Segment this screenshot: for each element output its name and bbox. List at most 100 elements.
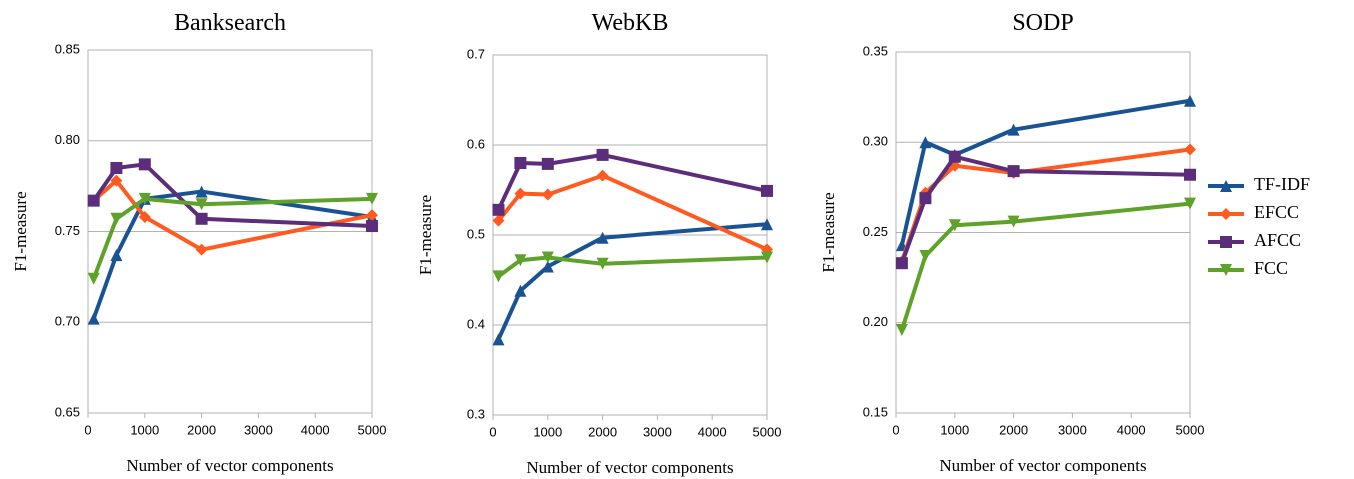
marker [514,284,527,297]
marker [1007,165,1020,178]
legend-label: EFCC [1254,202,1299,222]
series-line [496,222,768,341]
y-tick-label: 0.35 [863,43,888,58]
chart-title: Banksearch [174,10,286,36]
marker [919,192,932,205]
marker [919,136,932,149]
y-tick-label: 0.5 [467,226,485,241]
marker [195,198,208,211]
x-tick-label: 4000 [301,422,330,437]
y-tick-label: 0.65 [55,404,80,419]
marker [366,209,378,222]
marker [761,184,773,197]
y-tick-label: 0.75 [55,223,80,238]
marker [541,251,554,264]
marker [919,249,932,262]
x-axis-label: Number of vector components [526,458,733,477]
marker [948,219,961,232]
x-tick-label: 0 [489,424,496,439]
marker [195,185,208,198]
x-tick-label: 0 [892,422,899,437]
x-tick-label: 3000 [1058,422,1087,437]
x-tick-label: 3000 [244,422,273,437]
x-tick-label: 4000 [698,424,727,439]
marker [87,272,100,285]
marker [492,333,505,346]
marker [761,218,773,231]
plot-frame [895,51,1191,414]
series-line [496,152,768,211]
x-tick-label: 5000 [753,424,782,439]
y-tick-label: 0.70 [55,314,80,329]
marker [1184,94,1196,107]
marker [514,157,527,169]
marker [492,203,505,216]
marker [195,212,208,225]
series-line [899,201,1191,331]
x-tick-label: 2000 [187,422,216,437]
marker [895,323,908,336]
x-tick-label: 5000 [1176,422,1205,437]
chart-title: WebKB [592,10,669,36]
marker [1007,123,1020,136]
series-line [899,147,1191,263]
y-tick-label: 0.7 [467,46,485,61]
marker [110,249,123,262]
marker [514,187,527,200]
marker [948,150,961,163]
marker [596,169,609,182]
y-tick-label: 0.30 [863,134,888,149]
marker [492,270,505,283]
marker [1184,143,1196,156]
marker [596,148,609,161]
marker [541,157,554,170]
x-tick-label: 0 [84,422,91,437]
legend-label: TF-IDF [1254,174,1310,194]
y-tick-label: 0.25 [863,224,888,239]
x-tick-label: 1000 [130,422,159,437]
marker [514,254,527,267]
legend-label: FCC [1254,258,1288,278]
marker [1007,215,1020,228]
x-tick-label: 5000 [358,422,387,437]
marker [761,251,773,264]
marker [87,194,100,207]
marker [1220,236,1232,248]
y-axis-label: F1-measure [819,192,838,272]
y-tick-label: 0.15 [863,404,888,419]
marker [1220,180,1232,192]
x-tick-label: 1000 [533,424,562,439]
x-tick-label: 3000 [643,424,672,439]
x-axis-label: Number of vector components [939,456,1146,475]
x-tick-label: 2000 [999,422,1028,437]
marker [195,243,208,256]
marker [138,210,151,223]
plot-frame [492,54,768,416]
marker [596,231,609,244]
y-tick-label: 0.85 [55,41,80,56]
marker [596,257,609,270]
legend-label: AFCC [1254,230,1301,250]
series-line [91,189,373,320]
marker [366,220,378,233]
marker [110,174,123,187]
y-tick-label: 0.20 [863,314,888,329]
marker [1220,208,1232,220]
y-tick-label: 0.4 [467,316,485,331]
y-tick-label: 0.6 [467,136,485,151]
marker [366,192,378,205]
x-tick-label: 2000 [588,424,617,439]
y-tick-label: 0.3 [467,406,485,421]
marker [895,257,908,270]
marker [1220,264,1232,276]
y-axis-label: F1-measure [11,191,30,271]
marker [138,158,151,171]
marker [1184,168,1196,181]
marker [110,161,123,174]
x-tick-label: 1000 [940,422,969,437]
marker [1184,197,1196,210]
x-tick-label: 4000 [1117,422,1146,437]
y-axis-label: F1-measure [416,195,435,275]
marker [541,260,554,273]
